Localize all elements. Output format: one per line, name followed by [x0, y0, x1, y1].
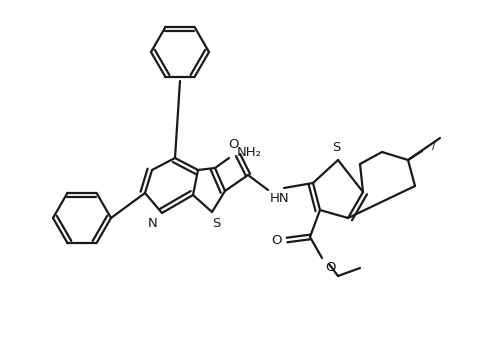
- Text: O: O: [272, 235, 282, 247]
- Text: S: S: [332, 141, 340, 154]
- Text: HN: HN: [270, 192, 290, 205]
- Text: O: O: [325, 261, 336, 274]
- Text: N: N: [148, 217, 158, 230]
- Text: S: S: [212, 217, 220, 230]
- Text: O: O: [229, 138, 239, 151]
- Text: NH₂: NH₂: [237, 147, 262, 159]
- Text: /: /: [432, 141, 436, 151]
